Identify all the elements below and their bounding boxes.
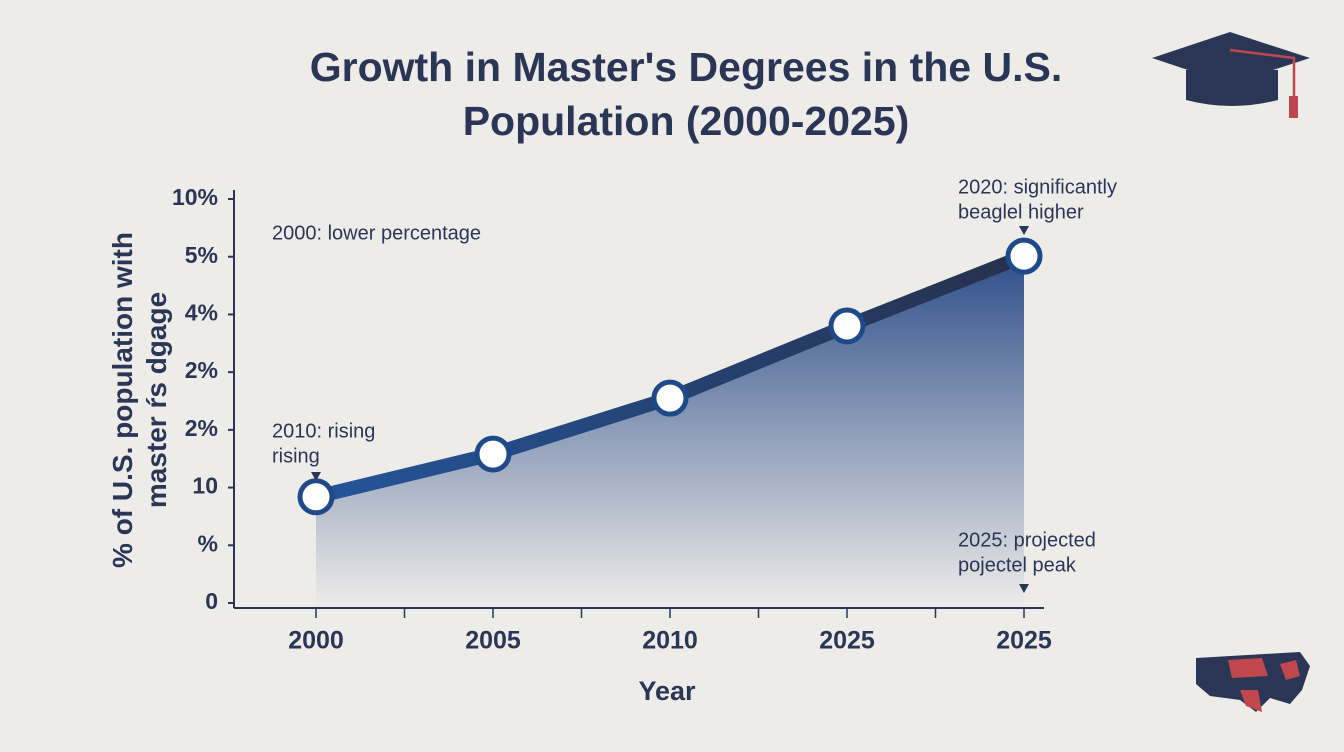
y-tick-label: 10 (192, 473, 218, 499)
chart-title: Growth in Master's Degrees in the U.S. P… (309, 44, 1063, 144)
x-tick-label: 2005 (465, 627, 521, 655)
y-tick-label: 2% (185, 357, 218, 383)
y-tick-label: % (198, 530, 218, 556)
plot: 0% 10 2% 2% 4% 5% 10% 2000 2005 2010 2025 2025 Year 2… (172, 176, 1117, 706)
area (316, 256, 1024, 608)
annotation: 2010: rising (272, 420, 375, 442)
x-axis-label: Year (638, 676, 696, 706)
data-point (651, 379, 689, 417)
annotation: 2000: lower percentage (272, 222, 481, 244)
y-axis-label: % of U.S. population with master ŕs dgag… (107, 232, 172, 568)
y-tick-label: 5% (185, 242, 218, 268)
data-point (828, 307, 866, 345)
data-point (474, 435, 512, 473)
us-map-icon (1196, 652, 1310, 712)
annotation: rising (272, 445, 320, 467)
annotation-arrow (1019, 584, 1029, 593)
data-point (1005, 237, 1043, 275)
annotation: beaglel higher (958, 201, 1084, 223)
x-tick-label: 2025 (819, 627, 875, 655)
x-tick-label: 2000 (288, 627, 344, 655)
annotation-arrow (311, 472, 321, 481)
annotation: 2020: significantly (958, 176, 1117, 198)
x-tick-label: 2010 (642, 627, 698, 655)
y-tick-label: 2% (185, 415, 218, 441)
annotation: pojectel peak (958, 554, 1077, 576)
y-tick-label: 10% (172, 184, 218, 210)
data-point (297, 478, 335, 516)
graduation-cap-icon (1152, 32, 1310, 118)
x-tick-label: 2025 (996, 627, 1052, 655)
y-tick-label: 4% (185, 300, 218, 326)
y-tick-label: 0 (205, 588, 218, 614)
annotation: 2025: projected (958, 529, 1096, 551)
annotation-arrow (1019, 226, 1029, 235)
